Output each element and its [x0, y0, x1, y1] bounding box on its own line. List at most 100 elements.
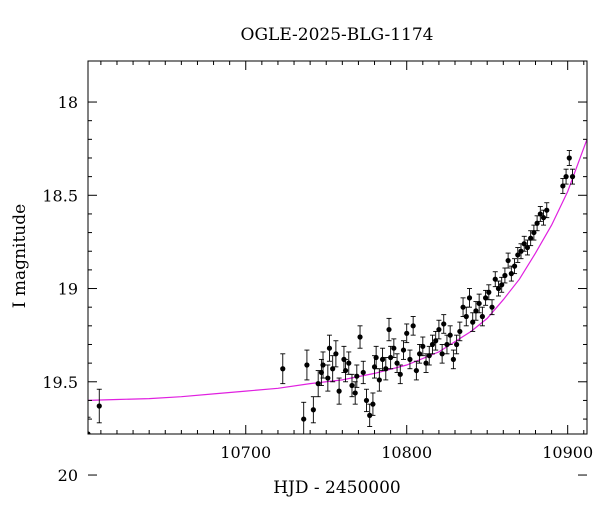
data-marker [404, 330, 410, 336]
data-marker [383, 366, 389, 372]
data-marker [495, 285, 502, 292]
data-point [531, 224, 537, 241]
plot-area [88, 139, 587, 434]
data-point [404, 323, 410, 344]
data-marker [505, 257, 511, 264]
data-marker [416, 351, 423, 357]
data-marker [280, 366, 286, 372]
data-marker [460, 304, 466, 310]
data-point [495, 280, 502, 297]
data-marker [400, 347, 407, 353]
data-point [560, 178, 566, 194]
data-marker [388, 354, 394, 361]
data-point [563, 168, 569, 185]
data-marker [450, 356, 456, 362]
data-point [367, 403, 373, 427]
data-point [436, 319, 442, 340]
data-point [544, 202, 550, 219]
data-marker [420, 343, 426, 349]
data-marker [367, 412, 373, 418]
data-point [376, 368, 382, 392]
data-point [397, 364, 403, 385]
data-marker [479, 313, 485, 320]
data-marker [489, 304, 495, 310]
data-marker [373, 354, 379, 361]
data-marker [473, 308, 479, 314]
data-point [492, 271, 498, 288]
data-marker [466, 295, 473, 301]
data-marker [354, 373, 360, 379]
data-marker [518, 248, 524, 254]
data-marker [346, 360, 352, 366]
data-marker [515, 252, 521, 258]
data-point [426, 345, 432, 366]
data-marker [410, 323, 416, 329]
data-point [429, 334, 436, 355]
data-point [447, 325, 453, 345]
data-point [88, 416, 91, 434]
data-marker [386, 326, 392, 333]
data-point [383, 357, 389, 381]
data-marker [349, 382, 355, 389]
data-point [466, 288, 473, 308]
data-marker [96, 403, 102, 409]
data-point [410, 316, 416, 336]
data-marker [336, 388, 342, 394]
data-point [330, 355, 336, 383]
data-marker [423, 360, 429, 366]
data-point [521, 235, 527, 252]
data-marker [457, 328, 463, 335]
data-point [502, 267, 508, 284]
data-point [280, 353, 286, 385]
data-marker [407, 356, 413, 362]
x-tick-label: 10900 [542, 443, 593, 462]
data-marker [524, 244, 531, 251]
data-point [476, 293, 482, 314]
data-marker [441, 321, 447, 327]
data-point [413, 360, 419, 381]
data-marker [360, 369, 366, 376]
data-marker [486, 289, 492, 295]
data-marker [569, 174, 576, 180]
data-point [320, 351, 326, 379]
data-marker [426, 353, 432, 359]
data-point [534, 215, 540, 232]
data-marker [394, 360, 400, 366]
x-tick-label: 10700 [220, 443, 271, 462]
data-marker [301, 416, 307, 422]
y-tick-label: 18 [58, 93, 78, 112]
data-point [508, 265, 514, 282]
data-marker [463, 313, 469, 320]
data-point [342, 358, 349, 383]
data-point [566, 150, 572, 166]
data-point [528, 230, 534, 247]
data-marker [544, 207, 550, 213]
data-point [486, 284, 492, 301]
data-marker [436, 326, 442, 333]
data-point [360, 360, 366, 385]
data-marker [433, 338, 439, 344]
data-marker [508, 271, 514, 277]
data-point [473, 301, 479, 321]
data-point [386, 317, 392, 342]
data-marker [563, 174, 569, 180]
data-point [505, 252, 511, 269]
data-point [325, 364, 331, 392]
data-marker [521, 241, 527, 247]
data-point [394, 353, 400, 373]
data-marker [352, 390, 358, 396]
data-point [333, 340, 339, 368]
data-point [400, 340, 407, 360]
data-point [373, 345, 379, 370]
data-marker [566, 155, 572, 161]
data-point [310, 396, 316, 424]
data-marker [560, 183, 566, 189]
data-marker [444, 341, 450, 348]
data-point [515, 247, 521, 263]
data-point [379, 347, 386, 372]
data-marker [470, 319, 476, 325]
data-point [357, 325, 363, 349]
data-marker [413, 367, 419, 374]
data-marker [88, 431, 91, 434]
